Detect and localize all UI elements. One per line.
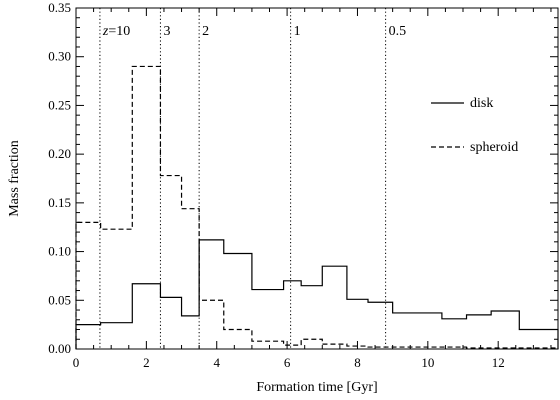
x-tick-label: 4 (213, 355, 220, 370)
x-axis-label: Formation time [Gyr] (256, 380, 377, 395)
legend-label-spheroid: spheroid (470, 140, 518, 155)
y-tick-label: 0.20 (48, 146, 71, 161)
series-group (75, 65, 559, 349)
x-tick-label: 6 (284, 355, 291, 370)
x-tick-label: 10 (421, 355, 434, 370)
y-tick-label: 0.05 (48, 292, 71, 307)
y-tick-label: 0.30 (48, 49, 71, 64)
y-tick-label: 0.35 (48, 0, 71, 15)
series-disk (75, 239, 559, 349)
y-tick-label: 0.10 (48, 244, 71, 259)
x-tick-label: 0 (73, 355, 80, 370)
axes-group: 0 2 4 6 8 10 120.000.050.100.150.200.250.300.3… (48, 0, 558, 370)
y-axis-label: Mass fraction (7, 140, 22, 217)
redshift-label: 0.5 (389, 24, 407, 39)
legend: disk spheroid (431, 96, 518, 155)
x-tick-label: 8 (354, 355, 361, 370)
redshift-label: 3 (163, 24, 170, 39)
x-tick-label: 2 (143, 355, 150, 370)
redshift-label: z=10 (102, 24, 130, 39)
plot-area (75, 7, 559, 350)
legend-label-disk: disk (470, 96, 493, 111)
redshift-label: 2 (202, 24, 209, 39)
series-spheroid (75, 65, 559, 349)
y-tick-label: 0.25 (48, 97, 71, 112)
redshift-markers: z=10 3 2 1 0.5 (99, 8, 407, 349)
y-tick-label: 0.15 (48, 195, 71, 210)
y-tick-label: 0.00 (48, 341, 71, 356)
redshift-label: 1 (294, 24, 301, 39)
plot-frame (75, 7, 559, 350)
x-tick-label: 12 (492, 355, 505, 370)
